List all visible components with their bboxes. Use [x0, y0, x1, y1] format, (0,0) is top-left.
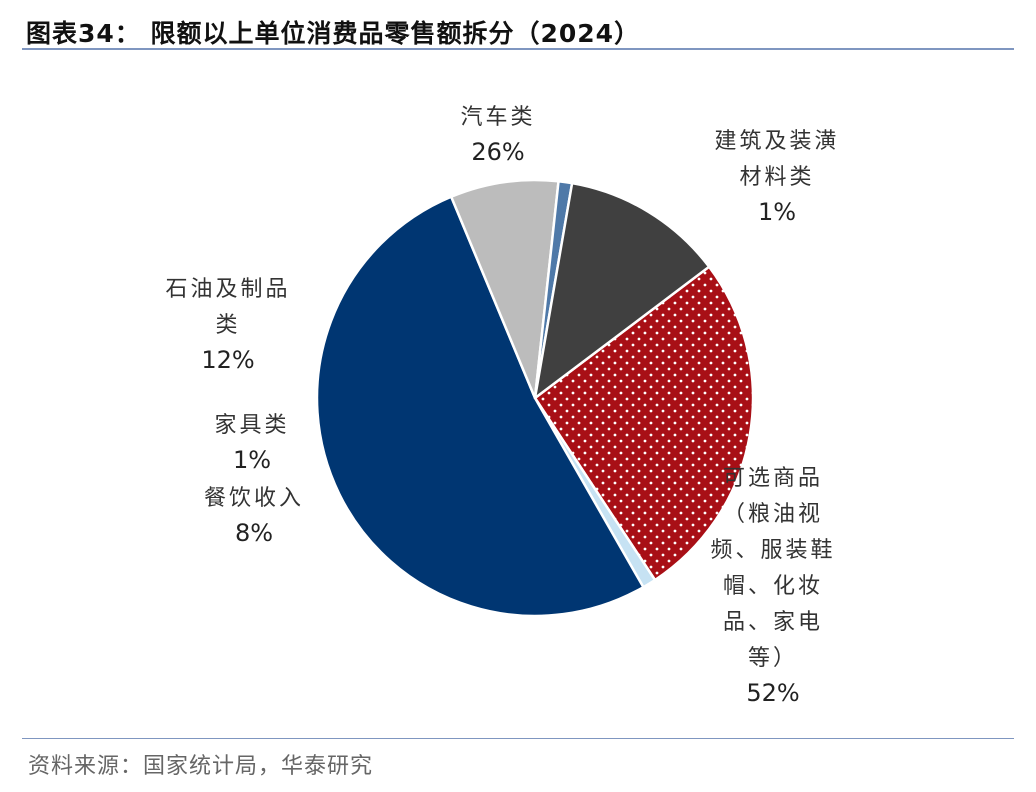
slice-name-label: 餐饮收入	[204, 486, 304, 511]
slice-name-label: 建筑及装潢	[714, 129, 839, 154]
slice-value-label: 1%	[758, 198, 796, 226]
slice-value-label: 52%	[746, 679, 799, 707]
slice-value-label: 8%	[235, 519, 273, 547]
slice-label: 餐饮收入 8%	[204, 486, 304, 547]
source-note: 资料来源：国家统计局，华泰研究	[28, 754, 374, 779]
slice-name-label: 可选商品	[723, 466, 823, 491]
slice-name-label: （粮油视	[723, 502, 823, 527]
slice-name-label: 帽、化妆	[723, 574, 823, 599]
slice-value-label: 1%	[233, 446, 271, 474]
slice-name-label: 汽车类	[460, 105, 535, 130]
slice-label: 石油及制品类 12%	[165, 277, 290, 374]
slice-name-label: 品、家电	[723, 610, 823, 635]
slice-value-label: 26%	[471, 138, 524, 166]
slice-name-label: 材料类	[739, 165, 814, 190]
pie-slice	[533, 181, 711, 400]
pie-slice	[449, 178, 560, 400]
source-divider	[22, 738, 1014, 739]
pie-slice	[315, 195, 645, 618]
title-divider	[22, 48, 1014, 50]
slice-name-label: 石油及制品	[165, 277, 290, 302]
slice-label: 可选商品 （粮油视频、服装鞋帽、化妆品、家电等） 52%	[710, 466, 835, 707]
slice-name-label: 等）	[748, 646, 798, 671]
figure-title: 图表34： 限额以上单位消费品零售额拆分（2024）	[26, 19, 641, 48]
slice-label: 汽车类 26%	[460, 105, 535, 166]
slice-name-label: 家具类	[214, 413, 289, 438]
slice-value-label: 12%	[201, 346, 254, 374]
slice-label: 建筑及装潢材料类 1%	[714, 129, 839, 226]
slice-name-label: 类	[215, 313, 240, 338]
slice-name-label: 频、服装鞋	[710, 538, 835, 563]
slice-label: 家具类 1%	[214, 413, 289, 474]
pie-slice	[533, 265, 755, 582]
